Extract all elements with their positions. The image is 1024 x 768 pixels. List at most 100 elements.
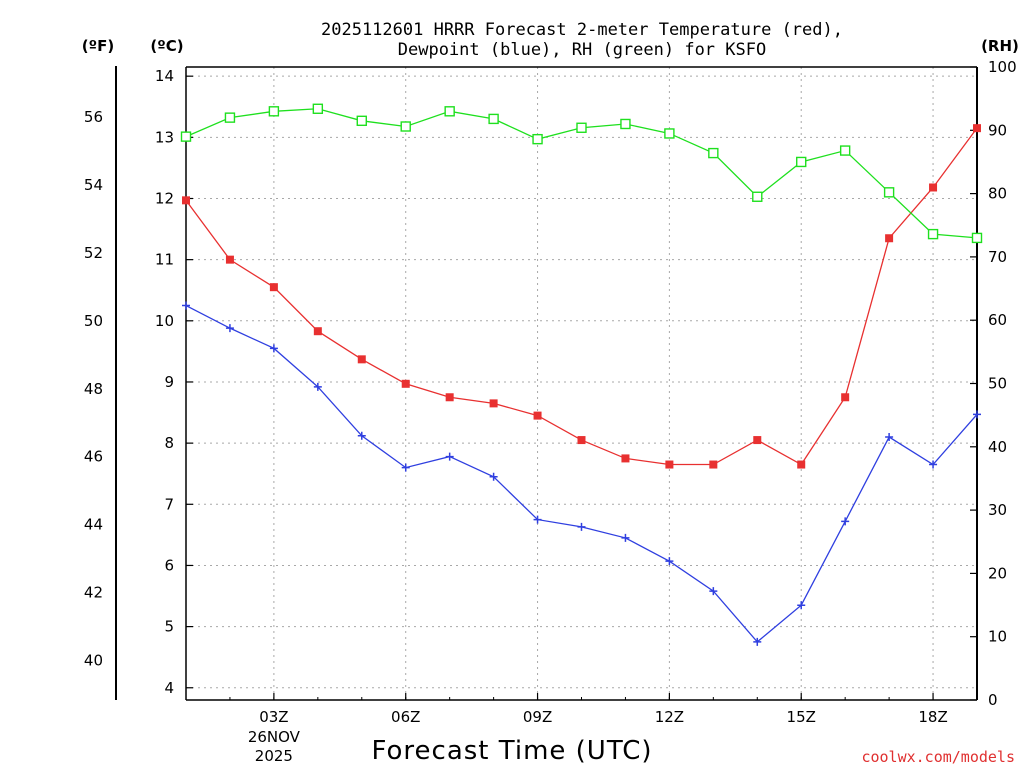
dewpoint-point xyxy=(313,382,322,391)
rh-tick-label: 80 xyxy=(988,185,1007,203)
grid xyxy=(186,67,977,700)
dewpoint-point xyxy=(753,637,762,646)
celsius-tick-label: 5 xyxy=(164,618,174,636)
x-tick-label: 15Z xyxy=(787,708,816,726)
dewpoint-line xyxy=(185,304,978,643)
temperature-point xyxy=(841,393,850,402)
temperature-point xyxy=(797,460,806,469)
celsius-tick-label: 13 xyxy=(155,128,174,146)
temperature-point xyxy=(709,460,718,469)
rh-point xyxy=(180,131,192,142)
rh-tick-label: 60 xyxy=(988,311,1007,329)
celsius-tick-label: 14 xyxy=(155,67,174,85)
x-tick-label: 03Z xyxy=(259,708,288,726)
fahrenheit-tick-label: 40 xyxy=(84,652,103,670)
dewpoint-point xyxy=(885,433,894,442)
fahrenheit-tick-label: 54 xyxy=(84,176,103,194)
fahrenheit-tick-label: 52 xyxy=(84,244,103,262)
rh-point xyxy=(883,187,895,198)
temperature-point xyxy=(269,283,278,292)
x-tick-label: 09Z xyxy=(523,708,552,726)
dewpoint-point xyxy=(533,515,542,524)
fahrenheit-tick-label: 56 xyxy=(84,108,103,126)
dewpoint-point xyxy=(929,460,938,469)
x-tick-label: 06Z xyxy=(391,708,420,726)
fahrenheit-tick-label: 50 xyxy=(84,312,103,330)
rh-point xyxy=(971,232,983,244)
rh-point xyxy=(400,121,411,132)
x-axis-label: Forecast Time (UTC) xyxy=(371,736,652,766)
temperature-point xyxy=(885,234,894,243)
celsius-tick-label: 10 xyxy=(155,312,174,330)
rh-point xyxy=(488,113,499,125)
rh-point xyxy=(444,106,455,117)
dewpoint-point xyxy=(709,587,718,596)
chart-title-line-2: Dewpoint (blue), RH (green) for KSFO xyxy=(398,40,766,60)
series xyxy=(180,103,983,646)
rh-point xyxy=(312,103,324,114)
temperature-point xyxy=(533,411,542,420)
fahrenheit-tick-label: 48 xyxy=(84,380,103,398)
dewpoint-point xyxy=(269,344,278,353)
temperature-point xyxy=(401,379,410,388)
celsius-unit-label: (ºC) xyxy=(150,37,183,55)
temperature-point xyxy=(973,124,981,133)
celsius-tick-label: 8 xyxy=(164,434,174,452)
fahrenheit-unit-label: (ºF) xyxy=(82,37,114,55)
dewpoint-point xyxy=(182,301,190,310)
fahrenheit-tick-label: 46 xyxy=(84,448,103,466)
dewpoint-point xyxy=(401,463,410,472)
dewpoint-point xyxy=(797,601,806,610)
rh-tick-label: 70 xyxy=(988,248,1007,266)
celsius-tick-label: 12 xyxy=(155,189,174,207)
fahrenheit-tick-label: 42 xyxy=(84,584,103,602)
temperature-point xyxy=(665,460,674,469)
temperature-point xyxy=(489,399,498,408)
rh-tick-label: 90 xyxy=(988,121,1007,139)
rh-unit-label: (RH) xyxy=(981,37,1019,55)
rh-point xyxy=(576,122,587,133)
rh-point xyxy=(796,156,807,168)
dewpoint-point xyxy=(489,472,498,481)
temperature-point xyxy=(929,183,938,192)
dewpoint-point xyxy=(665,557,674,566)
x-tick-label: 18Z xyxy=(918,708,947,726)
rh-tick-label: 0 xyxy=(988,691,998,709)
chart-title-line-1: 2025112601 HRRR Forecast 2-meter Tempera… xyxy=(321,20,843,40)
rh-tick-label: 30 xyxy=(988,501,1007,519)
temperature-point xyxy=(445,393,454,402)
celsius-tick-label: 7 xyxy=(164,495,174,513)
dewpoint-point xyxy=(621,533,630,542)
dewpoint-point xyxy=(225,324,234,333)
temperature-point xyxy=(577,436,586,445)
rh-tick-label: 100 xyxy=(988,58,1017,76)
rh-point xyxy=(356,115,367,127)
dewpoint-point xyxy=(357,431,366,440)
x-tick-label: 12Z xyxy=(655,708,684,726)
celsius-tick-label: 6 xyxy=(164,556,174,574)
rh-tick-label: 20 xyxy=(988,564,1007,582)
rh-point xyxy=(927,228,939,240)
rh-point xyxy=(532,133,543,145)
rh-point xyxy=(664,128,675,139)
rh-point xyxy=(839,145,851,156)
rh-point xyxy=(224,112,236,123)
temperature-point xyxy=(225,255,234,264)
tick-marks: 4567891011121314404244464850525456010203… xyxy=(84,58,1017,765)
temperature-point xyxy=(753,436,762,445)
axes xyxy=(115,66,978,701)
temperature-line xyxy=(185,127,978,466)
dewpoint-point xyxy=(577,522,586,531)
rh-tick-label: 40 xyxy=(988,438,1007,456)
rh-point xyxy=(708,147,719,159)
celsius-tick-label: 4 xyxy=(164,679,174,697)
dewpoint-point xyxy=(973,410,981,419)
dewpoint-point xyxy=(841,517,850,526)
celsius-tick-label: 11 xyxy=(155,251,174,269)
rh-point xyxy=(620,118,631,130)
rh-point xyxy=(752,191,763,202)
rh-tick-label: 10 xyxy=(988,628,1007,646)
temperature-point xyxy=(182,196,190,205)
temperature-point xyxy=(357,355,366,364)
